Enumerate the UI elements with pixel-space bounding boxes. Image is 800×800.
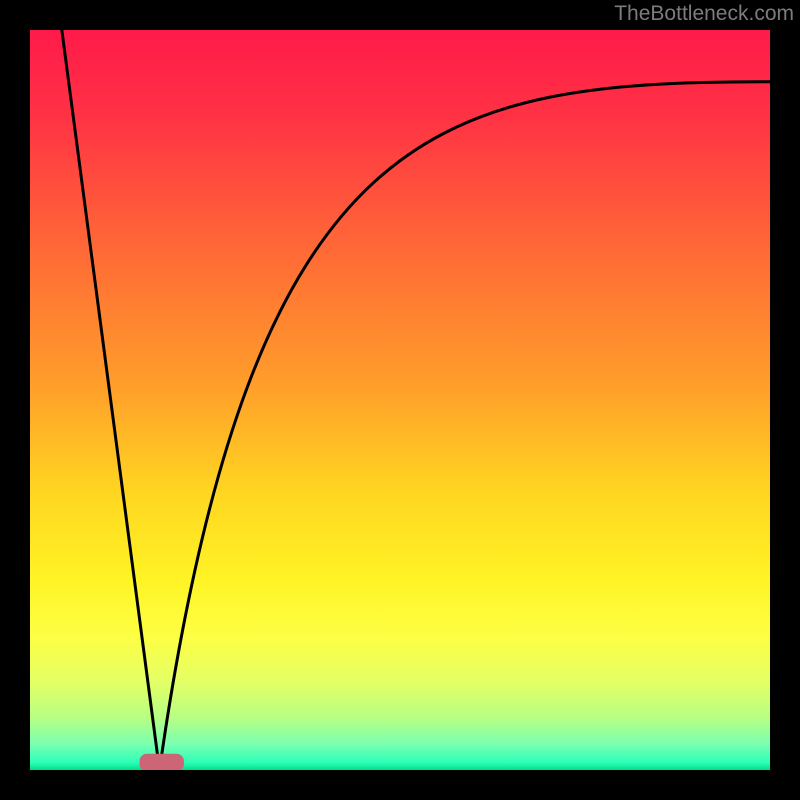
gradient-background [30,30,770,770]
watermark-text: TheBottleneck.com [614,2,794,26]
chart-canvas: TheBottleneck.com [0,0,800,800]
plot-area [30,30,770,770]
plot-svg [30,30,770,770]
optimal-point-marker [140,754,184,770]
